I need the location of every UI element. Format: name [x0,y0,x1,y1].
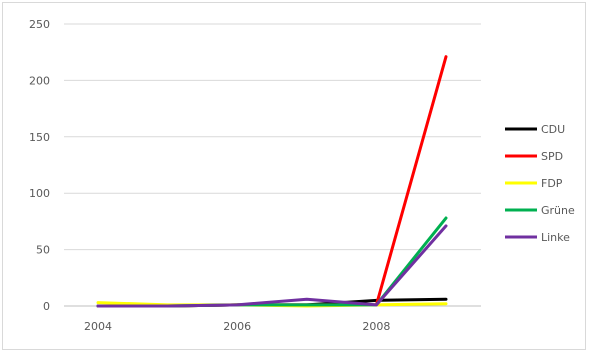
series-line-spd [96,55,448,308]
chart-frame: 0 50 100 150 200 250 2004 2006 2008 CDU SPD FDP Gr… [2,2,586,350]
legend-label: Grüne [541,204,575,217]
legend-label: CDU [541,123,565,136]
x-tick-label: 2004 [84,320,112,333]
x-tick-label: 2006 [223,320,251,333]
x-tick-label: 2008 [362,320,390,333]
y-axis-ticks: 0 50 100 150 200 250 [29,18,50,313]
series-line-linke [96,224,448,308]
y-tick-label: 150 [29,131,50,144]
line-chart: 0 50 100 150 200 250 2004 2006 2008 CDU SPD FDP Gr… [29,18,575,333]
y-tick-label: 100 [29,187,50,200]
y-tick-label: 250 [29,18,50,31]
series-line-grüne [96,216,448,308]
y-tick-label: 50 [36,244,50,257]
gridlines [64,23,481,307]
y-tick-label: 0 [43,300,50,313]
legend: CDU SPD FDP Grüne Linke [505,123,575,244]
legend-label: Linke [541,231,570,244]
x-axis-ticks: 2004 2006 2008 [84,320,390,333]
series-lines [96,55,448,308]
y-tick-label: 200 [29,74,50,87]
legend-label: FDP [541,177,563,190]
legend-label: SPD [541,150,563,163]
